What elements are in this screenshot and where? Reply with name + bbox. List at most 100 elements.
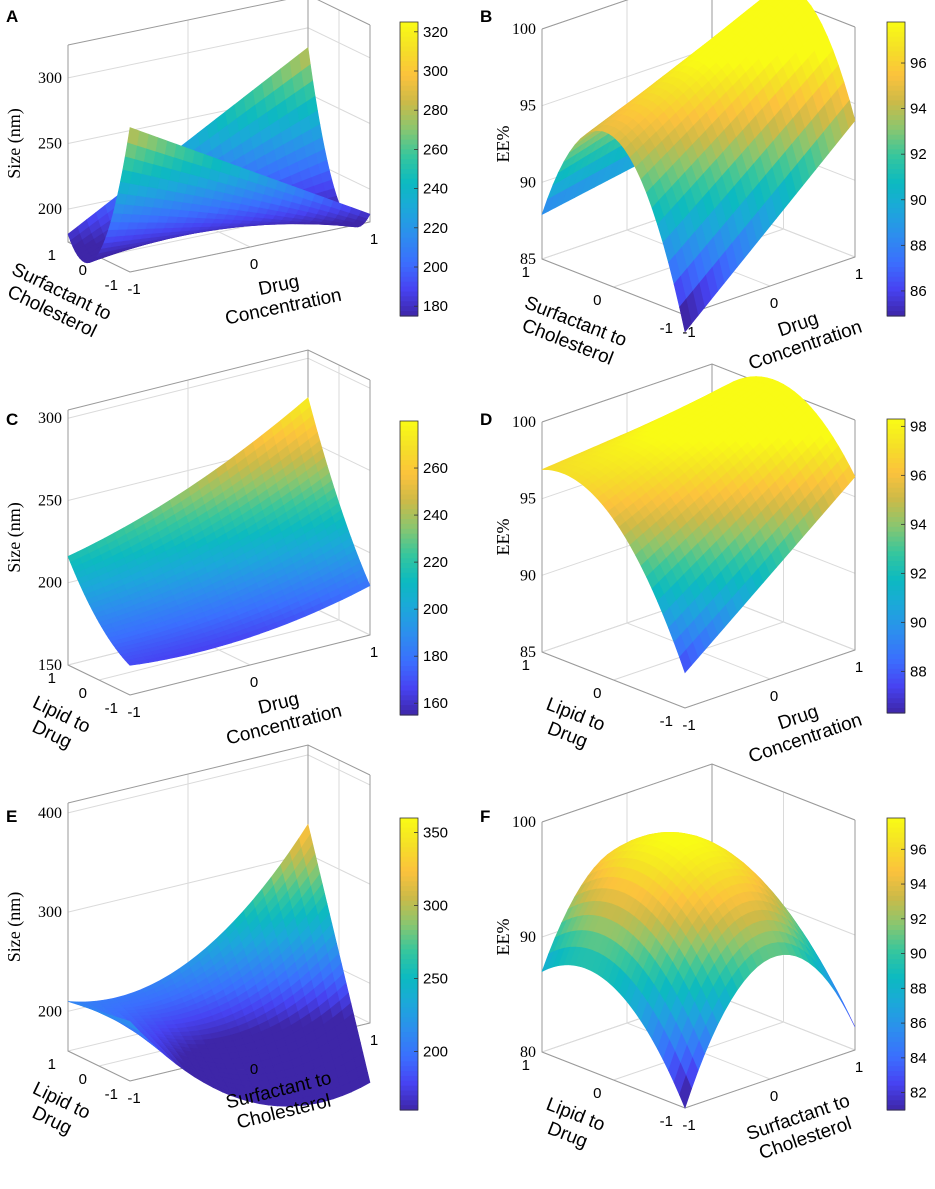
colorbar-band xyxy=(887,419,905,425)
colorbar-band xyxy=(400,1017,418,1023)
colorbar-frame xyxy=(886,21,906,317)
colorbar-band xyxy=(887,891,905,897)
panel-letter: F xyxy=(480,807,490,826)
colorbar-band xyxy=(400,954,418,960)
y-axis-label: Surfactant toCholesterol xyxy=(0,259,114,345)
colorbar-band xyxy=(887,698,905,704)
colorbar-band xyxy=(400,944,418,950)
colorbar-band xyxy=(887,477,905,484)
colorbar-band xyxy=(400,666,418,672)
colorbar-band xyxy=(887,978,905,985)
colorbar-band xyxy=(400,968,418,975)
colorbar-band xyxy=(887,438,905,445)
colorbar-band xyxy=(400,421,418,427)
y-axis-label: Lipid toDrug xyxy=(535,1094,608,1156)
surface xyxy=(541,0,856,333)
colorbar-band xyxy=(400,548,418,554)
colorbar-band xyxy=(400,149,418,155)
colorbar-band xyxy=(887,134,905,141)
colorbar-band xyxy=(400,450,418,456)
colorbar-band xyxy=(887,546,905,552)
y-tick-label: -1 xyxy=(660,1113,673,1130)
z-tick-label: 300 xyxy=(38,410,62,427)
colorbar-tick-label: 94 xyxy=(910,876,927,893)
colorbar-band xyxy=(887,492,905,498)
z-tick-label: 100 xyxy=(512,814,536,831)
colorbar-band xyxy=(400,75,418,82)
colorbar-band xyxy=(887,1090,905,1096)
colorbar-band xyxy=(887,1075,905,1082)
colorbar-band xyxy=(400,1041,418,1048)
z-axis-label: EE% xyxy=(493,126,513,163)
y-tick-label: 1 xyxy=(522,264,530,281)
colorbar-band xyxy=(887,605,905,611)
colorbar-tick-label: 200 xyxy=(423,1044,448,1061)
colorbar-band xyxy=(400,1007,418,1014)
colorbar-band xyxy=(400,445,418,451)
colorbar-band xyxy=(400,837,418,843)
colorbar-band xyxy=(887,1100,905,1106)
colorbar-band xyxy=(400,494,418,500)
colorbar-band xyxy=(887,973,905,980)
colorbar-band xyxy=(887,178,905,185)
colorbar-band xyxy=(887,36,905,43)
colorbar-band xyxy=(887,929,905,936)
colorbar-band xyxy=(400,915,418,921)
z-tick-label: 300 xyxy=(38,904,62,921)
colorbar-band xyxy=(887,822,905,829)
colorbar-tick-label: 200 xyxy=(423,259,448,276)
colorbar-tick-label: 86 xyxy=(910,283,927,300)
colorbar-band xyxy=(400,631,418,638)
colorbar-band xyxy=(887,551,905,557)
colorbar-band xyxy=(400,822,418,829)
colorbar-band xyxy=(400,95,418,101)
colorbar-band xyxy=(887,218,905,224)
colorbar-band xyxy=(887,512,905,518)
y-axis-label: Lipid toDrug xyxy=(535,694,608,756)
colorbar-band xyxy=(887,688,905,694)
colorbar-band xyxy=(887,458,905,464)
colorbar-band xyxy=(400,695,418,701)
colorbar-band xyxy=(400,460,418,466)
colorbar-tick-label: 280 xyxy=(423,102,448,119)
colorbar-band xyxy=(887,95,905,101)
colorbar-band xyxy=(400,455,418,461)
colorbar-band xyxy=(400,430,418,437)
colorbar-band xyxy=(887,624,905,631)
colorbar-band xyxy=(400,680,418,687)
colorbar-band xyxy=(887,203,905,209)
colorbar-band xyxy=(887,51,905,57)
surface-patch xyxy=(120,168,133,184)
colorbar-band xyxy=(887,852,905,858)
colorbar-band xyxy=(887,105,905,111)
z-axis-label: Size (nm) xyxy=(4,892,25,962)
wall-gridline xyxy=(541,763,856,823)
colorbar-band xyxy=(887,673,905,680)
y-tick-label: 1 xyxy=(48,247,56,264)
colorbar-band xyxy=(400,1071,418,1077)
colorbar-band xyxy=(887,1095,905,1101)
colorbar-band xyxy=(400,178,418,185)
colorbar-band xyxy=(887,895,905,902)
z-tick-label: 200 xyxy=(38,201,62,218)
colorbar-band xyxy=(400,607,418,613)
colorbar-band xyxy=(887,649,905,655)
colorbar-band xyxy=(400,173,418,180)
colorbar-band xyxy=(400,1056,418,1062)
y-tick-label: 0 xyxy=(79,685,87,702)
x-tick-label: 1 xyxy=(370,644,378,661)
colorbar-tick-label: 92 xyxy=(910,911,927,928)
colorbar-band xyxy=(887,693,905,699)
colorbar-tick-label: 220 xyxy=(423,554,448,571)
colorbar-tick-label: 86 xyxy=(910,1015,927,1032)
y-tick-label: 1 xyxy=(522,657,530,674)
colorbar-band xyxy=(400,144,418,150)
x-tick-label: -1 xyxy=(682,717,695,734)
colorbar-band xyxy=(887,856,905,863)
colorbar-band xyxy=(400,847,418,853)
colorbar-band xyxy=(400,470,418,476)
colorbar-tick-label: 84 xyxy=(910,1050,927,1067)
x-tick-label: 0 xyxy=(770,295,778,312)
